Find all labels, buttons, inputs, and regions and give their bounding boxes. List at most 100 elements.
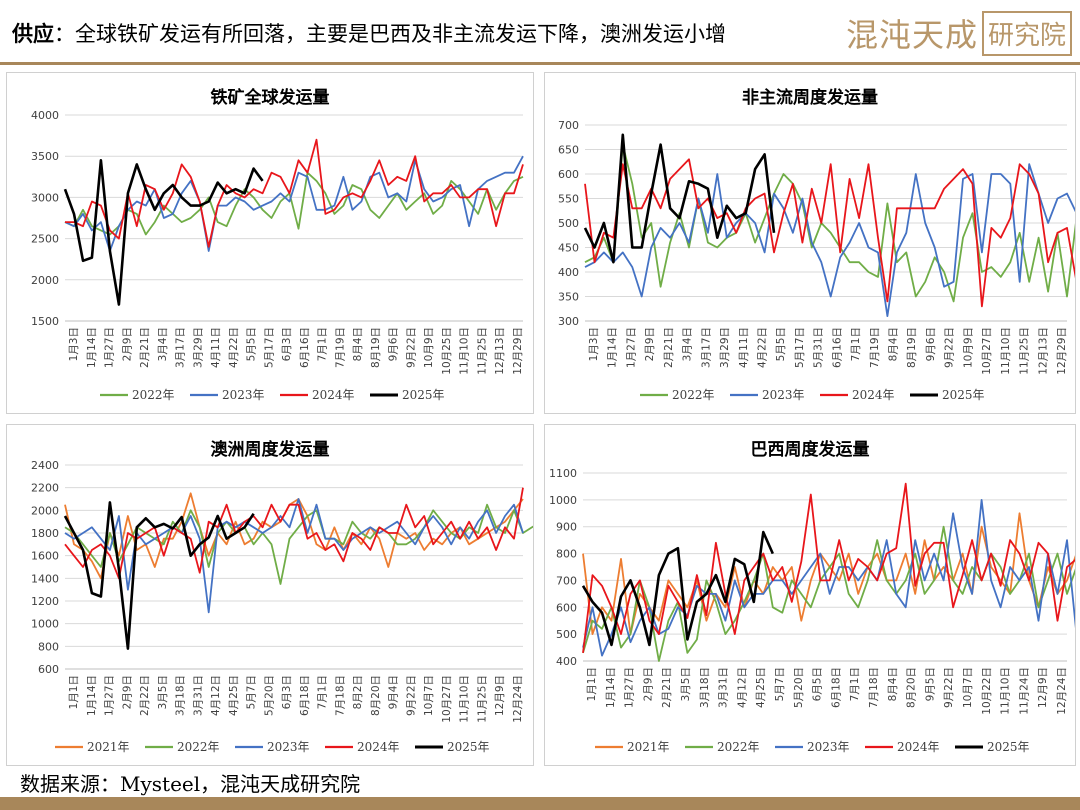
- x-tick-label: 8月4日: [352, 327, 364, 361]
- y-tick-label: 2000: [31, 504, 59, 517]
- legend-label: 2022年: [672, 388, 715, 402]
- x-tick-label: 7月19日: [334, 327, 346, 368]
- chart-title: 非主流周度发运量: [742, 87, 878, 108]
- y-tick-label: 300: [558, 315, 579, 328]
- x-tick-label: 5月5日: [775, 327, 787, 361]
- source-note: 数据来源：Mysteel，混沌天成研究院: [20, 772, 361, 796]
- x-tick-label: 9月22日: [405, 327, 417, 368]
- y-tick-label: 2500: [31, 233, 59, 246]
- y-tick-label: 600: [38, 663, 59, 676]
- x-tick-label: 10月7日: [962, 667, 974, 708]
- x-tick-label: 3月17日: [700, 327, 712, 368]
- x-tick-label: 12月9日: [494, 675, 506, 716]
- x-tick-label: 8月4日: [887, 667, 899, 701]
- y-tick-label: 350: [558, 291, 579, 304]
- x-tick-label: 6月5日: [812, 667, 824, 701]
- x-tick-label: 11月10日: [1000, 667, 1012, 715]
- legend-label: 2023年: [762, 388, 805, 402]
- x-tick-label: 10月9日: [423, 327, 435, 368]
- legend-label: 2023年: [267, 740, 310, 754]
- x-tick-label: 10月25日: [441, 327, 453, 375]
- x-tick-label: 4月12日: [736, 667, 748, 708]
- x-tick-label: 9月6日: [388, 327, 400, 361]
- x-tick-label: 2月21日: [663, 327, 675, 368]
- legend-label: 2022年: [132, 388, 175, 402]
- x-tick-label: 3月18日: [699, 667, 711, 708]
- y-tick-label: 550: [558, 193, 579, 206]
- legend-label: 2022年: [177, 740, 220, 754]
- x-tick-label: 6月16日: [299, 327, 311, 368]
- x-tick-label: 4月25日: [755, 667, 767, 708]
- x-tick-label: 5月17日: [263, 327, 275, 368]
- series-line: [582, 499, 1075, 657]
- x-tick-label: 1月3日: [588, 327, 600, 361]
- legend-label: 2021年: [627, 740, 670, 754]
- x-tick-label: 8月19日: [370, 327, 382, 368]
- y-tick-label: 500: [558, 217, 579, 230]
- x-tick-label: 3月4日: [682, 327, 694, 361]
- x-tick-label: 6月3日: [281, 327, 293, 361]
- x-tick-label: 10月7日: [423, 675, 435, 716]
- x-tick-label: 3月5日: [680, 667, 692, 701]
- y-tick-label: 700: [558, 119, 579, 132]
- legend-label: 2025年: [987, 740, 1030, 754]
- y-tick-label: 2200: [31, 482, 59, 495]
- x-tick-label: 4月11日: [738, 327, 750, 368]
- series-line: [64, 487, 524, 580]
- chart-title: 铁矿全球发运量: [211, 87, 330, 108]
- x-tick-label: 4月11日: [210, 327, 222, 368]
- header-divider: [0, 62, 1080, 65]
- series-line: [582, 525, 1075, 662]
- legend-label: 2025年: [942, 388, 985, 402]
- x-tick-label: 3月4日: [157, 327, 169, 361]
- y-tick-label: 3000: [31, 191, 59, 204]
- x-tick-label: 9月4日: [388, 675, 400, 709]
- legend-label: 2024年: [312, 388, 355, 402]
- x-tick-label: 3月31日: [192, 675, 204, 716]
- x-tick-label: 3月29日: [719, 327, 731, 368]
- x-tick-label: 1月27日: [624, 667, 636, 708]
- x-tick-label: 2月21日: [139, 327, 151, 368]
- x-tick-label: 9月6日: [925, 327, 937, 361]
- x-tick-label: 10月27日: [981, 327, 993, 375]
- chart-panel-nonmainstream: 非主流周度发运量 300 350 400 450 500 550 600 650 700 1月3日 1…: [544, 72, 1076, 414]
- x-tick-label: 1月14日: [605, 667, 617, 708]
- y-tick-label: 1000: [549, 494, 577, 507]
- x-tick-label: 6月16日: [831, 327, 843, 368]
- x-tick-label: 11月25日: [476, 675, 488, 723]
- y-tick-label: 600: [558, 168, 579, 181]
- series-line: [584, 158, 1075, 308]
- y-tick-label: 1100: [549, 467, 577, 480]
- series-line: [583, 133, 776, 264]
- x-tick-label: 7月1日: [849, 667, 861, 701]
- x-tick-label: 1月14日: [86, 327, 98, 368]
- series-line: [582, 482, 1075, 654]
- x-tick-label: 11月10日: [1000, 327, 1012, 375]
- page-title: 供应：全球铁矿发运有所回落，主要是巴西及非主流发运下降，澳洲发运小增: [12, 18, 726, 48]
- x-tick-label: 6月18日: [299, 675, 311, 716]
- x-tick-label: 3月18日: [175, 675, 187, 716]
- y-tick-label: 1500: [31, 315, 59, 328]
- legend-label: 2023年: [222, 388, 265, 402]
- x-tick-label: 4月25日: [228, 675, 240, 716]
- x-tick-label: 7月1日: [317, 327, 329, 361]
- x-tick-label: 2月22日: [139, 675, 151, 716]
- x-tick-label: 12月9日: [1037, 667, 1049, 708]
- x-tick-label: 2月21日: [661, 667, 673, 708]
- brand-logo: 混沌天成 研究院: [846, 10, 1073, 56]
- y-tick-label: 700: [556, 574, 577, 587]
- x-tick-label: 10月22日: [981, 667, 993, 715]
- x-tick-label: 1月1日: [68, 675, 80, 709]
- y-tick-label: 600: [556, 601, 577, 614]
- x-tick-label: 12月13日: [494, 327, 506, 375]
- x-tick-label: 1月14日: [607, 327, 619, 368]
- y-tick-label: 1200: [31, 595, 59, 608]
- x-tick-label: 9月5日: [924, 667, 936, 701]
- x-tick-label: 12月29日: [512, 327, 524, 375]
- x-tick-label: 4月22日: [228, 327, 240, 368]
- x-tick-label: 4月22日: [756, 327, 768, 368]
- x-tick-label: 2月9日: [121, 675, 133, 709]
- x-tick-label: 10月9日: [962, 327, 974, 368]
- series-line: [64, 492, 524, 580]
- legend-label: 2023年: [807, 740, 850, 754]
